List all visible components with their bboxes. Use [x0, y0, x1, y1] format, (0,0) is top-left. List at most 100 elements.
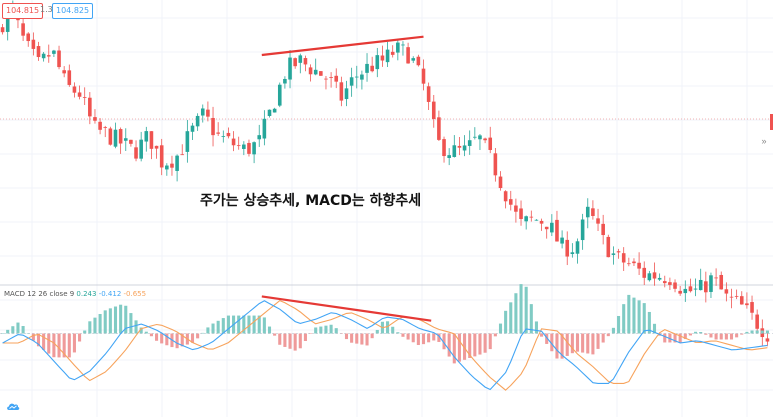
macd-histogram-bar	[447, 333, 451, 357]
macd-histogram-bar	[324, 325, 328, 334]
macd-histogram-bar	[83, 330, 87, 334]
candle	[88, 97, 92, 117]
macd-histogram-bar	[386, 321, 390, 334]
macd-histogram-bar	[149, 333, 153, 337]
candle	[539, 220, 544, 224]
candle	[380, 55, 385, 61]
candle	[226, 132, 231, 137]
macd-histogram-bar	[483, 333, 487, 353]
macd-histogram-bar	[98, 314, 102, 334]
candle	[452, 145, 457, 157]
candle	[483, 138, 487, 141]
macd-histogram-bar	[683, 333, 687, 340]
chevron-double-right-icon[interactable]: »	[761, 136, 767, 146]
macd-histogram-bar	[16, 322, 20, 334]
candle	[170, 163, 174, 168]
candle	[154, 145, 159, 149]
macd-histogram-bar	[760, 330, 764, 334]
macd-histogram-bar	[57, 333, 61, 358]
candle	[447, 155, 451, 158]
macd-histogram-bar	[586, 333, 590, 354]
macd-histogram-bar	[529, 304, 533, 334]
macd-histogram-bar	[303, 333, 307, 341]
macd-histogram-bar	[237, 315, 241, 334]
candle	[118, 129, 123, 144]
candle	[642, 267, 647, 278]
macd-histogram-bar	[724, 333, 728, 340]
price-axis-marker	[770, 114, 773, 130]
macd-histogram-bar	[514, 293, 518, 334]
macd-histogram-bar	[370, 333, 374, 339]
macd-histogram-bar	[278, 333, 282, 345]
macd-histogram-bar	[427, 333, 431, 343]
candle	[57, 50, 61, 68]
candle	[709, 275, 713, 292]
price-badge-red: 104.815	[2, 3, 44, 19]
candle	[421, 68, 426, 84]
candle	[0, 27, 5, 33]
candle	[129, 139, 133, 144]
macd-histogram-bar	[437, 333, 441, 342]
candle	[242, 144, 246, 149]
macd-histogram-bar	[113, 306, 118, 334]
macd-histogram-bar	[42, 333, 46, 350]
candle	[442, 139, 446, 157]
candle	[611, 253, 616, 255]
macd-line	[2, 300, 768, 391]
macd-histogram-bar	[155, 333, 159, 341]
candle	[221, 136, 226, 137]
tradingview-cloud-icon[interactable]	[6, 401, 20, 411]
macd-histogram-bar	[694, 331, 698, 334]
candle	[714, 277, 718, 279]
candle	[550, 222, 554, 233]
macd-trendline-down	[261, 295, 432, 322]
macd-histogram-bar	[175, 333, 179, 349]
candle	[570, 252, 575, 255]
candle	[493, 153, 498, 176]
macd-histogram-bar	[550, 333, 554, 352]
macd-histogram-bar	[509, 302, 513, 334]
candle	[375, 55, 380, 70]
macd-histogram-bar	[267, 326, 272, 334]
candle	[560, 237, 564, 244]
candle	[478, 135, 482, 140]
macd-histogram-bar	[755, 330, 759, 334]
macd-histogram-bar	[570, 333, 574, 354]
candle	[462, 145, 467, 151]
candle	[31, 39, 36, 49]
candle	[431, 101, 436, 119]
candle	[67, 70, 72, 85]
candle	[52, 50, 56, 54]
candle	[216, 132, 220, 134]
candle	[621, 253, 626, 263]
candle	[729, 296, 734, 298]
macd-histogram-bar	[273, 333, 277, 336]
macd-histogram-bar	[452, 333, 456, 364]
candle	[349, 77, 354, 86]
macd-histogram-bar	[750, 330, 754, 334]
candle	[26, 33, 31, 42]
candle	[739, 296, 744, 305]
macd-histogram-bar	[534, 321, 538, 334]
macd-histogram-bar	[627, 294, 631, 334]
macd-histogram-bar	[88, 321, 92, 334]
candle	[257, 135, 262, 140]
candle	[103, 127, 108, 128]
candle	[457, 145, 462, 148]
candle	[293, 58, 297, 67]
candle	[123, 138, 128, 141]
candle	[519, 208, 523, 219]
candle	[606, 236, 611, 258]
macd-legend-signal: -0.655	[123, 290, 147, 298]
candle	[77, 92, 82, 97]
macd-histogram-bar	[36, 333, 41, 347]
candle	[467, 140, 472, 146]
macd-histogram-bar	[416, 333, 420, 346]
candle	[693, 288, 698, 290]
macd-histogram-bar	[432, 333, 436, 341]
macd-histogram-bar	[652, 323, 657, 334]
candle	[329, 77, 333, 78]
candle	[5, 9, 10, 32]
candle	[688, 286, 693, 292]
